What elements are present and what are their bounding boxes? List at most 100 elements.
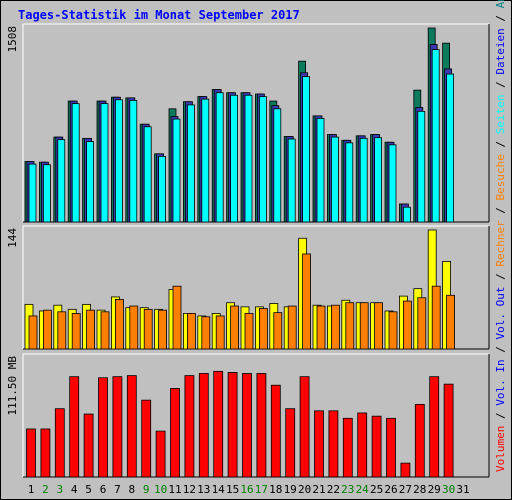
bar-seiten-day-10 [158, 155, 167, 223]
bar-rechner-day-12 [186, 313, 196, 350]
bar-rechner-day-21 [316, 305, 326, 350]
day-label-22: 22 [327, 483, 340, 496]
chart-title: Tages-Statistik im Monat September 2017 [18, 8, 300, 22]
day-label-5: 5 [85, 483, 92, 496]
day-label-15: 15 [226, 483, 239, 496]
bar-seiten-day-20 [302, 76, 311, 223]
bar-volumen-day-2 [40, 428, 51, 478]
legend-item: / [494, 340, 507, 360]
bar-rechner-day-20 [302, 253, 312, 350]
bar-seiten-day-4 [71, 103, 80, 223]
bar-seiten-day-1 [28, 163, 37, 223]
bar-seiten-day-26 [388, 144, 397, 223]
bar-volumen-day-8 [126, 375, 137, 478]
legend-item: / [494, 75, 507, 95]
bar-rechner-day-18 [273, 312, 283, 350]
day-label-29: 29 [428, 483, 441, 496]
legend-item: Dateien [494, 28, 507, 74]
day-label-16: 16 [240, 483, 253, 496]
day-label-18: 18 [269, 483, 282, 496]
bar-volumen-day-30 [443, 383, 454, 478]
bar-seiten-day-9 [143, 126, 152, 223]
bar-volumen-day-1 [26, 428, 36, 478]
bar-volumen-day-11 [170, 388, 180, 478]
legend-item: Besuche [494, 154, 507, 200]
chart-legend: Volumen / Vol. In / Vol. Out / Rechner /… [494, 0, 507, 472]
bar-seiten-day-5 [86, 141, 94, 223]
bar-seiten-day-15 [230, 94, 239, 223]
bar-volumen-day-23 [342, 417, 353, 478]
bar-rechner-day-15 [230, 305, 240, 350]
bar-rechner-day-28 [417, 297, 427, 350]
bar-seiten-day-22 [330, 136, 339, 223]
day-label-7: 7 [114, 483, 121, 496]
bar-seiten-day-21 [316, 118, 325, 223]
bar-seiten-day-24 [359, 137, 368, 223]
day-label-4: 4 [71, 483, 78, 496]
bar-rechner-day-13 [201, 316, 211, 350]
bar-volumen-day-7 [112, 376, 123, 478]
bar-seiten-day-7 [115, 99, 123, 223]
bar-volumen-day-26 [386, 417, 396, 478]
day-label-6: 6 [100, 483, 107, 496]
bar-rechner-day-10 [158, 309, 168, 350]
bar-seiten-day-8 [129, 100, 138, 223]
bar-rechner-day-8 [129, 305, 139, 350]
day-label-13: 13 [197, 483, 210, 496]
bar-rechner-day-4 [71, 313, 81, 350]
bar-rechner-day-30 [446, 294, 456, 350]
bar-volumen-day-10 [155, 430, 166, 478]
bar-rechner-day-29 [431, 285, 441, 350]
bar-seiten-day-12 [186, 104, 195, 223]
legend-item: Vol. Out [494, 287, 507, 340]
day-label-11: 11 [168, 483, 181, 496]
day-label-8: 8 [128, 483, 135, 496]
bar-rechner-day-5 [86, 309, 95, 350]
bar-volumen-day-22 [328, 410, 339, 478]
bar-rechner-day-23 [345, 302, 355, 350]
bar-seiten-day-17 [258, 96, 267, 223]
bar-volumen-day-27 [400, 462, 411, 478]
day-label-3: 3 [56, 483, 63, 496]
bar-volumen-day-12 [184, 375, 195, 478]
bar-volumen-day-6 [98, 377, 108, 478]
bar-rechner-day-3 [57, 311, 67, 350]
legend-item: / [494, 267, 507, 287]
day-label-14: 14 [212, 483, 226, 496]
y-axis-max-label: 111.50 MB [6, 356, 19, 416]
y-axis-max-label: 144 [6, 228, 19, 248]
legend-item: / [494, 134, 507, 154]
legend-item: Seiten [494, 94, 507, 134]
legend-item: / [494, 406, 507, 426]
legend-item: Anfragen [494, 0, 507, 8]
bar-volumen-day-15 [227, 372, 238, 478]
bar-volumen-day-28 [414, 404, 425, 478]
bar-volumen-day-16 [242, 373, 252, 478]
day-label-17: 17 [255, 483, 268, 496]
bar-seiten-day-3 [57, 139, 66, 223]
day-label-12: 12 [183, 483, 196, 496]
bar-rechner-day-2 [43, 309, 52, 350]
day-label-23: 23 [341, 483, 354, 496]
bar-rechner-day-9 [143, 308, 153, 350]
bar-volumen-day-13 [198, 373, 209, 478]
bar-volumen-day-19 [285, 408, 296, 478]
bar-rechner-day-14 [215, 315, 225, 350]
day-label-21: 21 [312, 483, 325, 496]
day-label-1: 1 [28, 483, 35, 496]
bar-seiten-day-16 [244, 94, 253, 223]
y-axis-max-label: 1508 [6, 26, 19, 53]
bar-volumen-day-17 [256, 373, 267, 478]
day-label-24: 24 [356, 483, 370, 496]
bar-volumen-day-25 [371, 415, 382, 478]
bar-seiten-day-13 [201, 98, 210, 223]
bar-volumen-day-3 [54, 408, 65, 478]
bar-rechner-day-1 [28, 315, 38, 350]
bar-volumen-day-29 [429, 376, 440, 478]
day-label-31: 31 [456, 483, 469, 496]
day-label-27: 27 [399, 483, 412, 496]
bar-seiten-day-2 [43, 164, 51, 223]
day-label-19: 19 [284, 483, 297, 496]
legend-item: / [494, 200, 507, 220]
bar-seiten-day-18 [273, 108, 282, 223]
